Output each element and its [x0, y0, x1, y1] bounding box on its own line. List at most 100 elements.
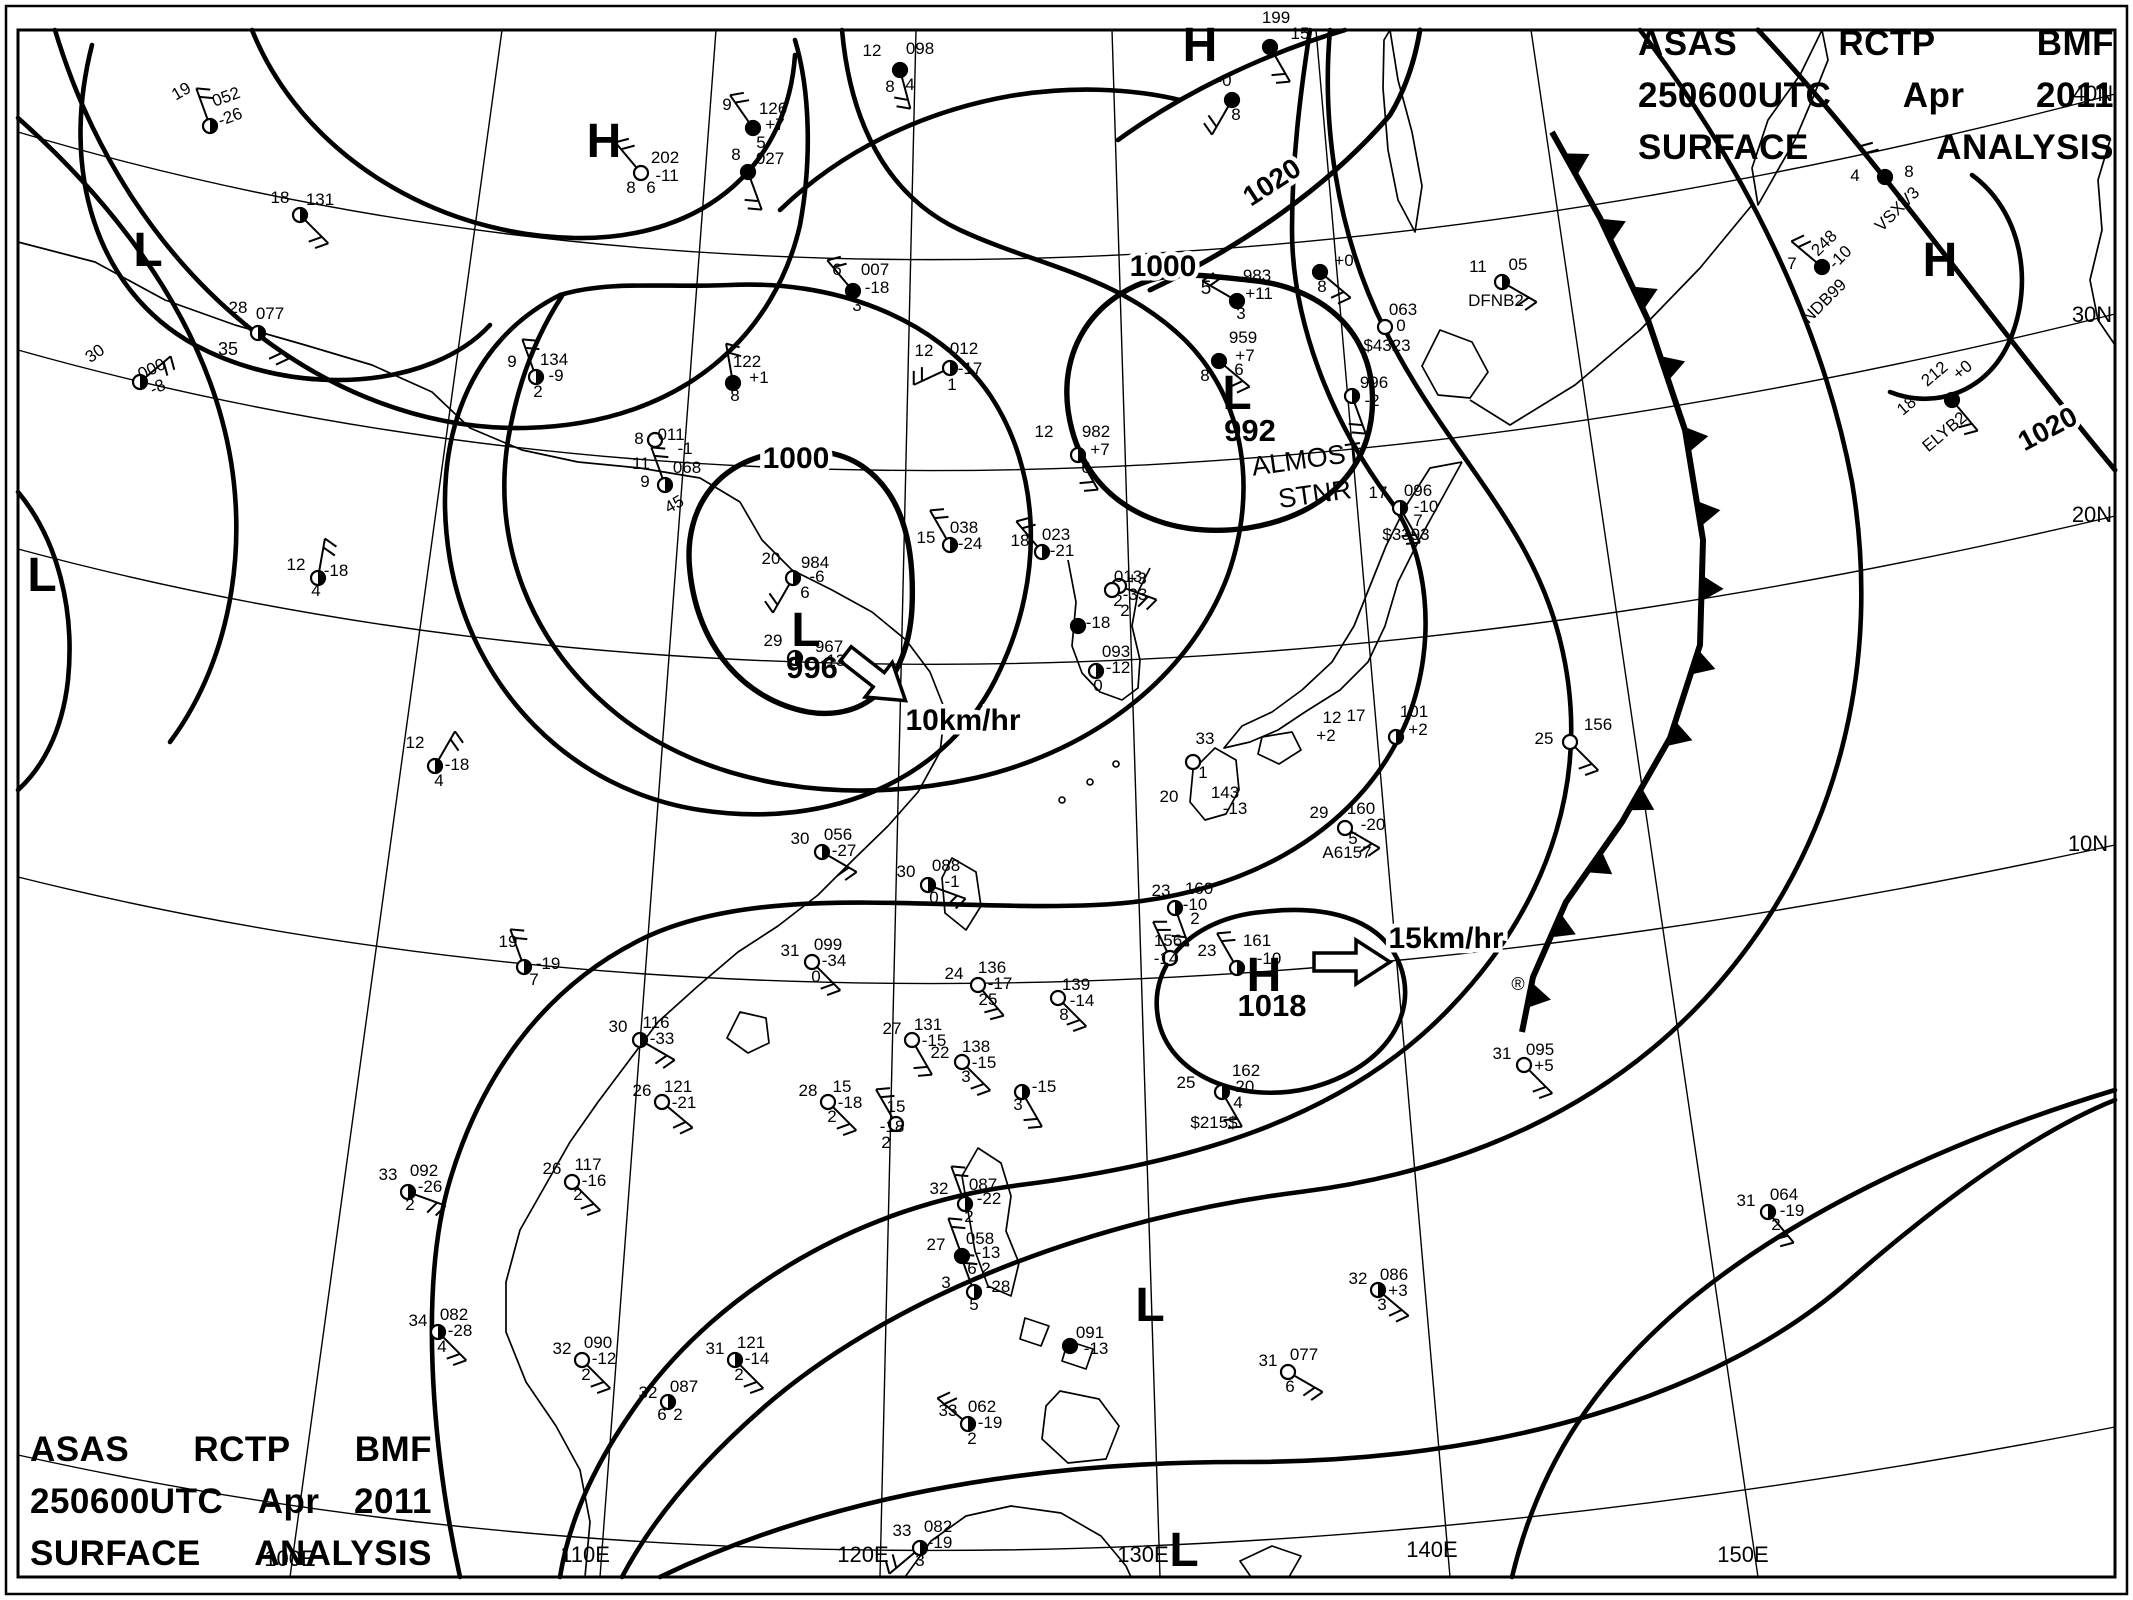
map-label: 1020	[2013, 400, 2083, 457]
station-cloud-cover-icon	[1069, 617, 1087, 635]
station-plot: 33 1 20 143-13	[1160, 729, 1248, 818]
wind-barb-tick	[1348, 422, 1363, 427]
title-line-datetime: 250600UTC Apr 2011	[1638, 70, 2114, 122]
wind-barb-shaft	[144, 355, 172, 379]
wind-barb-shaft	[913, 370, 945, 386]
station-value: 2	[734, 1365, 743, 1384]
station-value: 12	[406, 733, 425, 752]
station-plot: 32 087-222	[930, 1165, 1001, 1226]
station-value: -0	[1216, 71, 1231, 90]
high-pressure-symbol: H	[1183, 19, 1218, 72]
front-tooth	[1586, 850, 1613, 875]
station-half-cover-icon	[408, 1185, 415, 1199]
isobar-line	[1887, 172, 2025, 402]
map-label: STNR	[1276, 474, 1353, 514]
wind-barb-tick	[725, 342, 740, 349]
station-plot: 6 007-183	[826, 255, 889, 315]
wind-barb-shaft	[304, 219, 329, 244]
station-value: $3393	[1382, 525, 1429, 544]
title-word: SURFACE	[30, 1534, 201, 1573]
station-plot: 22 138-153	[931, 1037, 996, 1097]
station-value: -13	[1084, 1339, 1109, 1358]
station-value: 2	[533, 382, 542, 401]
station-value: 027	[756, 149, 784, 168]
isobar-line	[1755, 27, 2118, 473]
wind-barb-tick	[452, 1359, 467, 1367]
wind-barb-tick	[960, 1253, 975, 1257]
wind-barb-tick	[513, 936, 528, 941]
station-value: 056	[824, 825, 852, 844]
title-line-product: SURFACE ANALYSIS	[30, 1528, 432, 1580]
front-tooth	[1667, 721, 1693, 746]
high-pressure-symbol: H	[587, 115, 622, 168]
station-plot: 30 116-33	[609, 1013, 676, 1069]
station-value: +2	[1316, 726, 1335, 745]
station-half-cover-icon	[1237, 961, 1244, 975]
wind-barb-tick	[1538, 1092, 1553, 1100]
wind-barb-tick	[826, 989, 841, 997]
station-value: 15	[1291, 24, 1310, 43]
station-value: -34	[822, 951, 847, 970]
title-word: ANALYSIS	[1936, 128, 2114, 167]
wind-barb-shaft	[1211, 105, 1230, 136]
station-value: 156	[1584, 715, 1612, 734]
station-value: 17	[1369, 483, 1388, 502]
station-half-cover-icon	[735, 1353, 742, 1367]
wind-barb-tick	[954, 1173, 969, 1178]
wind-barb-tick	[426, 1201, 438, 1214]
station-cloud-cover-icon	[739, 163, 757, 181]
station-value: 087	[670, 1377, 698, 1396]
station-value: 8	[634, 429, 643, 448]
wind-barb-shaft	[1080, 460, 1099, 491]
station-value: 099	[814, 935, 842, 954]
station-value: +0	[1949, 356, 1976, 383]
longitude-label: 140E	[1406, 1537, 1457, 1562]
wind-barb-shaft	[195, 88, 209, 120]
coastline	[1382, 29, 1423, 233]
isobar-line	[52, 27, 811, 431]
wind-barb-tick	[454, 730, 464, 744]
station-value: 12	[915, 341, 934, 360]
station-value: 6	[800, 583, 809, 602]
station-value: 2	[673, 1405, 682, 1424]
wind-barb-shaft	[1324, 275, 1352, 299]
station-half-cover-icon	[640, 1033, 647, 1047]
station-half-cover-icon	[1396, 730, 1403, 744]
wind-barb-shaft	[1350, 830, 1381, 849]
station-cloud-cover-icon	[1103, 581, 1121, 599]
wind-barb-shaft	[729, 94, 750, 123]
station-plot: 32 090-122	[553, 1333, 616, 1395]
station-value: 6	[967, 1259, 976, 1278]
station-cloud-cover-icon	[891, 61, 909, 79]
station-value: 8	[730, 386, 739, 405]
station-cloud-cover-icon	[1561, 733, 1579, 751]
station-value: 116	[642, 1013, 669, 1032]
station-plot: 27 058-136 2	[927, 1217, 1000, 1278]
frame-rect	[16, 28, 2117, 1579]
coastline	[1189, 747, 1240, 821]
station-value: 4	[311, 581, 320, 600]
isobar-line	[686, 448, 916, 717]
station-value: 45	[661, 491, 687, 517]
isobar-line	[249, 27, 798, 241]
front-line	[1519, 130, 1707, 1033]
station-plot: 12 982+76	[1035, 422, 1110, 492]
station-value: 29	[1310, 803, 1329, 822]
wind-barb-tick	[522, 338, 537, 342]
wind-barb-tick	[896, 105, 911, 110]
wind-barb-shaft	[1293, 1374, 1324, 1393]
station-plot: 31 077 6	[1259, 1345, 1324, 1401]
wind-barb-tick	[970, 1082, 985, 1090]
station-value: -16	[582, 1171, 607, 1190]
wind-barb-tick	[615, 137, 630, 144]
wind-barb-tick	[917, 1073, 933, 1077]
station-value: 25	[979, 990, 998, 1009]
low-pressure-symbol: L	[1222, 367, 1251, 420]
station-cloud-cover-icon	[1061, 1337, 1079, 1355]
wind-barb-tick	[1779, 1241, 1794, 1248]
wind-barb-tick	[620, 144, 635, 151]
station-value: 091	[1076, 1323, 1104, 1342]
isobar-line	[15, 115, 239, 745]
